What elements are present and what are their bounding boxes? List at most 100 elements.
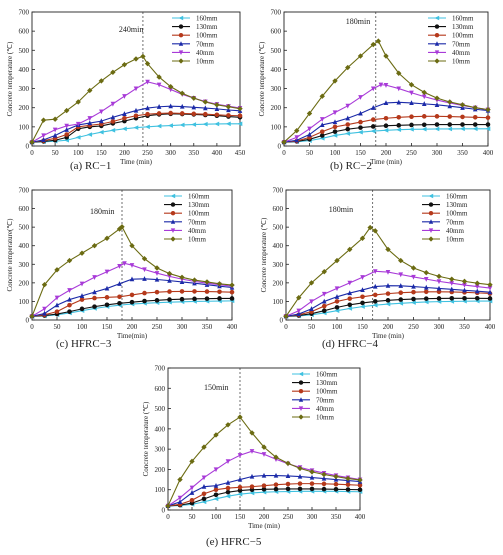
legend-entry: 70mm [316, 396, 334, 404]
y-tick-label: 600 [19, 205, 30, 213]
data-point [213, 432, 219, 438]
data-point [64, 123, 69, 129]
data-point [296, 311, 302, 317]
data-point [189, 458, 195, 465]
data-point [52, 132, 58, 138]
data-point [334, 305, 340, 310]
y-tick-label: 0 [162, 507, 166, 515]
y-tick-label: 200 [19, 104, 30, 112]
x-tick-label: 250 [406, 149, 417, 157]
data-point [104, 269, 110, 275]
legend-marker [434, 33, 440, 38]
data-point [421, 114, 427, 119]
data-point [385, 298, 391, 303]
data-point [122, 94, 127, 99]
data-point [167, 297, 172, 302]
data-point [54, 302, 60, 308]
data-point [410, 300, 416, 305]
data-point [133, 86, 139, 92]
data-point [345, 475, 351, 482]
data-point [319, 93, 325, 99]
x-tick-label: 200 [383, 323, 394, 331]
data-point [165, 503, 171, 509]
legend-entry: 160mm [446, 193, 468, 201]
data-point [485, 126, 491, 132]
x-tick-label: 400 [355, 513, 366, 521]
legend-entry: 70mm [188, 218, 206, 226]
data-point [421, 122, 427, 128]
data-point [29, 313, 35, 319]
data-point [217, 296, 222, 301]
y-axis-label: Concrete temperature (℃) [258, 41, 266, 116]
y-tick-label: 700 [273, 187, 284, 195]
data-point [167, 289, 172, 294]
data-point [487, 285, 493, 291]
series-10mm [281, 38, 491, 145]
y-tick-label: 100 [19, 123, 30, 131]
x-tick-label: 250 [152, 323, 163, 331]
data-point [370, 124, 376, 129]
data-point [345, 131, 351, 136]
data-point [370, 128, 376, 134]
data-point [177, 476, 183, 483]
data-point [104, 295, 110, 300]
legend-marker [178, 24, 184, 29]
data-point [347, 302, 353, 308]
legend-entry: 130mm [316, 379, 338, 387]
data-point [345, 126, 351, 132]
legend-marker [298, 397, 304, 402]
data-point [333, 473, 339, 480]
data-point [249, 490, 255, 496]
y-tick-label: 600 [155, 385, 166, 393]
data-point [485, 106, 491, 113]
y-tick-label: 700 [19, 187, 30, 195]
data-point [225, 121, 231, 127]
data-point [129, 263, 135, 268]
legend-marker [434, 41, 440, 46]
data-point [383, 115, 389, 121]
data-point [434, 126, 440, 132]
data-point [398, 290, 404, 296]
data-point [409, 122, 414, 128]
data-point [449, 286, 455, 292]
data-point [372, 292, 378, 298]
y-tick-label: 700 [19, 9, 30, 17]
x-tick-label: 350 [331, 513, 342, 521]
data-point [249, 430, 255, 436]
legend-marker [428, 211, 434, 216]
series-40mm [283, 269, 493, 319]
y-tick-label: 200 [271, 104, 282, 112]
legend-marker [170, 202, 176, 207]
data-point [367, 224, 373, 231]
data-point [66, 257, 73, 264]
x-tick-label: 200 [127, 323, 138, 331]
series-line [167, 490, 361, 507]
data-point [333, 476, 339, 482]
data-point [396, 114, 402, 120]
data-point [133, 56, 139, 62]
data-point [87, 87, 93, 94]
x-tick-label: 450 [235, 149, 246, 157]
x-tick-label: 200 [381, 149, 392, 157]
caption-c: (c) HFRC−3 [56, 338, 112, 350]
data-point [462, 282, 467, 288]
data-point [179, 289, 185, 294]
series-line [283, 101, 489, 143]
data-point [409, 100, 414, 106]
legend-marker [298, 389, 304, 394]
data-point [225, 459, 231, 465]
data-point [321, 486, 327, 492]
data-point [421, 89, 427, 96]
legend-entry: 10mm [452, 58, 470, 66]
data-point [179, 90, 185, 97]
legend-entry: 100mm [188, 210, 210, 218]
data-point [75, 121, 81, 127]
panel-4: 0 100 200 300 400 500 600 700 0 50 100 150 200 250 300… [260, 187, 496, 341]
y-tick-label: 0 [26, 143, 30, 151]
data-point [447, 99, 453, 105]
data-point [447, 114, 453, 119]
y-tick-label: 100 [271, 123, 282, 131]
data-point [474, 288, 480, 294]
legend-marker [434, 24, 440, 29]
